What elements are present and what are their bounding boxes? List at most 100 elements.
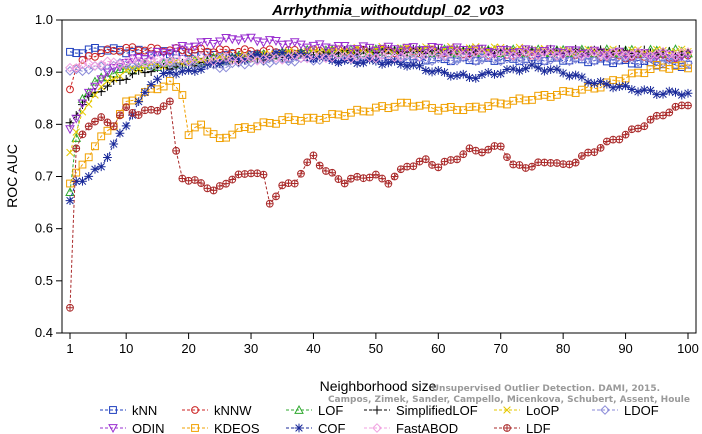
legend-marker-lof: [294, 404, 304, 414]
legend-marker-ldof: [600, 405, 610, 415]
point-fastabod: [289, 50, 300, 61]
point-cof: [240, 55, 250, 65]
point-ldf: [141, 106, 149, 115]
point-cof: [121, 121, 131, 131]
point-loop: [328, 45, 336, 54]
point-kdeos: [322, 114, 330, 122]
legend-item-kdeos: KDEOS: [182, 421, 260, 434]
point-kdeos: [659, 63, 667, 72]
point-ldof: [152, 60, 163, 71]
point-fastabod: [152, 53, 163, 64]
point-fastabod: [464, 50, 475, 61]
point-fastabod: [614, 47, 625, 58]
point-ldf: [590, 148, 599, 157]
point-kdeos: [646, 65, 655, 73]
point-odin: [277, 40, 288, 50]
point-ldof: [583, 54, 594, 65]
point-fastabod: [626, 50, 637, 60]
point-kdeos: [409, 102, 418, 111]
point-knn: [609, 59, 617, 68]
point-kdeos: [184, 131, 193, 140]
point-cof: [358, 58, 368, 68]
point-ldf: [147, 105, 156, 114]
series-line-lof: [69, 48, 689, 193]
point-kdeos: [159, 82, 168, 91]
y-tick-label: 0.9: [35, 64, 53, 79]
point-odin: [233, 36, 244, 46]
point-simplifiedlof: [146, 67, 156, 76]
point-cof: [334, 58, 343, 67]
point-ldf: [66, 303, 74, 312]
point-kdeos: [627, 69, 636, 78]
point-ldf: [409, 162, 418, 171]
point-kdeos: [378, 102, 387, 110]
point-fastabod: [333, 49, 344, 60]
point-fastabod: [246, 53, 256, 63]
point-cof: [321, 52, 331, 61]
legend-label-knn: kNN: [132, 403, 157, 418]
point-fastabod: [327, 52, 338, 63]
point-cof: [608, 83, 618, 93]
point-kdeos: [315, 115, 324, 124]
point-ldf: [172, 146, 181, 155]
point-fastabod: [339, 51, 350, 62]
point-cof: [65, 196, 75, 206]
point-odin: [389, 45, 400, 55]
point-odin: [414, 46, 425, 56]
point-ldf: [290, 179, 299, 188]
point-cof: [327, 56, 337, 65]
point-ldof: [601, 52, 612, 63]
point-fastabod: [527, 50, 537, 60]
point-ldf: [303, 158, 312, 167]
legend-item-fastabod: FastABOD: [364, 421, 458, 434]
point-odin: [289, 38, 300, 48]
point-cof: [277, 48, 287, 58]
point-fastabod: [164, 56, 175, 67]
point-fastabod: [364, 52, 375, 63]
point-lof: [402, 47, 412, 57]
point-odin: [296, 40, 306, 50]
x-axis-label: Neighborhood size: [320, 378, 437, 394]
point-fastabod: [395, 51, 406, 62]
point-odin: [96, 75, 107, 85]
point-kdeos: [203, 127, 212, 136]
point-ldof: [514, 55, 525, 66]
point-ldf: [496, 142, 505, 151]
point-ldof: [489, 54, 500, 65]
legend-marker-cof: [294, 423, 304, 433]
point-fastabod: [177, 53, 188, 64]
point-odin: [458, 45, 469, 55]
legend-marker-loop: [503, 406, 511, 414]
x-tick-label: 90: [618, 341, 632, 356]
legend-item-cof: COF: [286, 421, 346, 434]
point-ldf: [97, 113, 106, 121]
point-fastabod: [102, 56, 113, 67]
point-kdeos: [353, 105, 362, 114]
point-ldf: [484, 145, 493, 154]
point-ldf: [215, 182, 224, 190]
point-odin: [502, 46, 512, 56]
point-kdeos: [490, 98, 499, 107]
point-kdeos: [153, 85, 162, 94]
point-cof: [227, 53, 237, 62]
point-knn: [634, 59, 642, 68]
point-ldf: [228, 175, 237, 184]
point-cof: [452, 71, 462, 81]
point-odin: [90, 82, 100, 92]
point-odin: [420, 46, 431, 56]
point-ldf: [640, 122, 649, 131]
point-odin: [483, 48, 494, 57]
point-ldf: [434, 163, 443, 172]
legend-item-knnw: kNNW: [182, 403, 252, 418]
legend-marker-knnw: [191, 406, 199, 414]
series-ldf: [66, 97, 692, 312]
point-cof: [209, 58, 218, 68]
point-cof: [78, 176, 87, 186]
legend-label-kdeos: KDEOS: [214, 421, 260, 434]
point-ldf: [322, 167, 330, 175]
point-cof: [596, 77, 606, 87]
x-tick-label: 70: [493, 341, 507, 356]
point-ldf: [596, 143, 605, 152]
point-cof: [496, 69, 506, 79]
point-cof: [309, 54, 318, 64]
